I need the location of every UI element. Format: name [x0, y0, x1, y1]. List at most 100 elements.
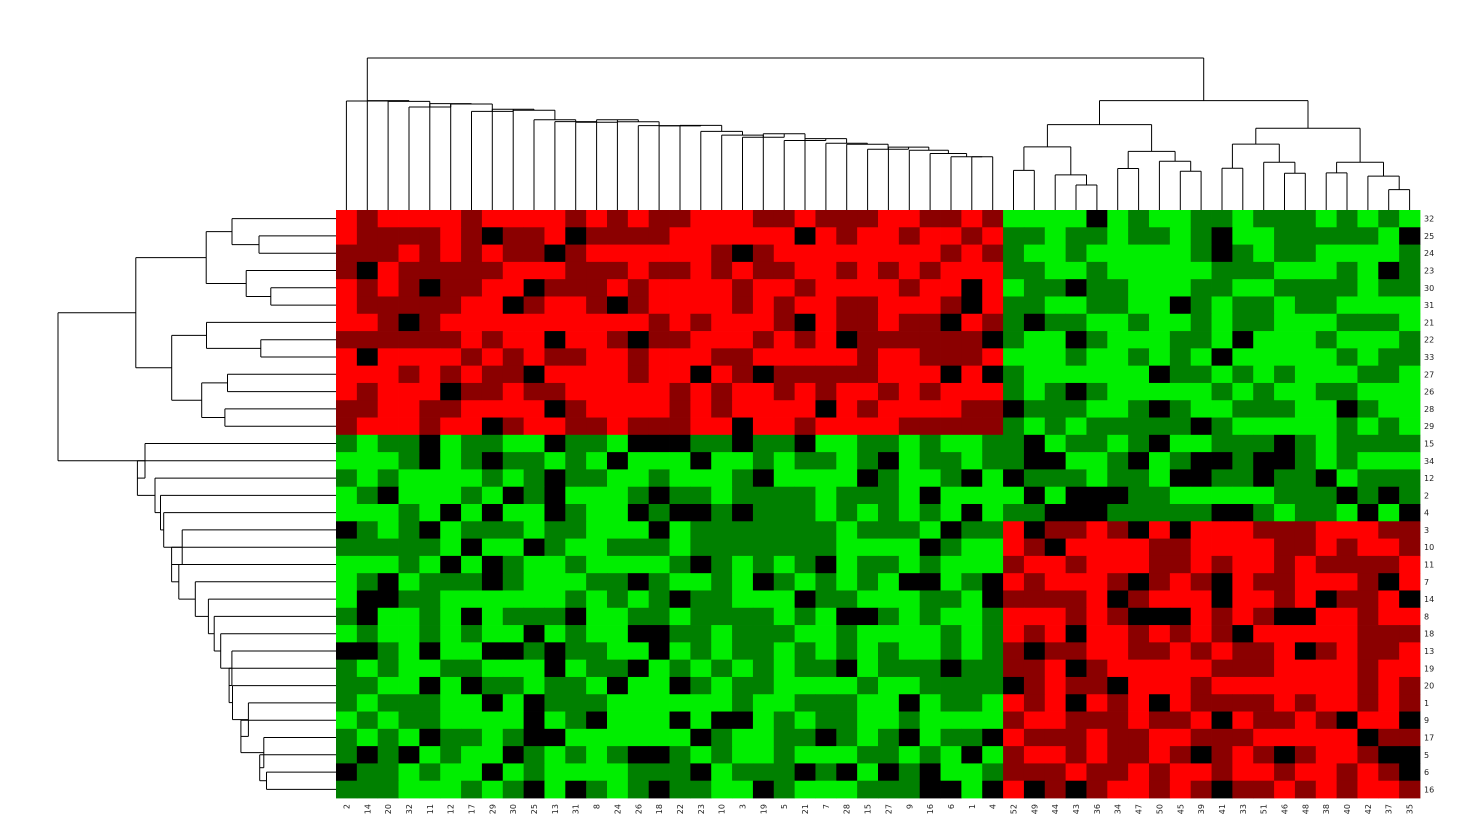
heatmap-cell [1149, 660, 1170, 678]
heatmap-cell [836, 452, 857, 470]
heatmap-cell [774, 227, 795, 245]
heatmap-cell [399, 452, 420, 470]
heatmap-cell [815, 677, 836, 695]
heatmap-cell [711, 279, 732, 297]
heatmap-cell [1086, 296, 1107, 314]
heatmap-cell [503, 504, 524, 522]
heatmap-cell [878, 383, 899, 401]
heatmap-cell [1170, 210, 1191, 228]
heatmap-cell [419, 452, 440, 470]
heatmap-cell [1191, 366, 1212, 384]
heatmap-cell [753, 418, 774, 436]
heatmap-cell [1274, 210, 1295, 228]
heatmap-cell [1086, 262, 1107, 280]
heatmap-cell [357, 331, 378, 349]
heatmap-cell [565, 279, 586, 297]
heatmap-cell [1295, 469, 1316, 487]
heatmap-cell [419, 573, 440, 591]
heatmap-cell [607, 400, 628, 418]
heatmap-cell [690, 729, 711, 747]
heatmap-cell [732, 608, 753, 626]
heatmap-cell [378, 400, 399, 418]
heatmap-cell [836, 573, 857, 591]
heatmap-cell [440, 469, 461, 487]
heatmap-cell [1337, 573, 1358, 591]
heatmap-cell [1024, 383, 1045, 401]
heatmap-cell [461, 746, 482, 764]
column-label: 23 [697, 804, 706, 814]
heatmap-cell [1191, 746, 1212, 764]
heatmap-cell [378, 314, 399, 332]
heatmap-cell [1191, 487, 1212, 505]
heatmap-cell [1045, 608, 1066, 626]
heatmap-cell [1253, 660, 1274, 678]
heatmap-cell [1274, 539, 1295, 557]
heatmap-cell [378, 556, 399, 574]
heatmap-cell [1274, 729, 1295, 747]
row-label: 31 [1424, 301, 1434, 310]
heatmap-cell [1378, 262, 1399, 280]
heatmap-cell [544, 487, 565, 505]
heatmap-cell [878, 504, 899, 522]
heatmap-cell [1316, 781, 1337, 799]
heatmap-cell [1170, 521, 1191, 539]
heatmap-cell [1316, 712, 1337, 730]
heatmap-cell [1212, 227, 1233, 245]
heatmap-cell [378, 262, 399, 280]
heatmap-cell [1399, 210, 1420, 228]
heatmap-cell [1357, 227, 1378, 245]
heatmap-cell [607, 366, 628, 384]
heatmap-cell [649, 712, 670, 730]
heatmap-cell [836, 504, 857, 522]
heatmap-cell [1086, 521, 1107, 539]
heatmap-cell [1316, 763, 1337, 781]
heatmap-cell [336, 521, 357, 539]
heatmap-cell [670, 348, 691, 366]
heatmap-cell [1295, 452, 1316, 470]
heatmap-cell [1107, 262, 1128, 280]
heatmap-cell [670, 383, 691, 401]
heatmap-cell [1003, 608, 1024, 626]
heatmap-cell [1316, 469, 1337, 487]
heatmap-cell [690, 642, 711, 660]
heatmap-cell [357, 400, 378, 418]
heatmap-cell [461, 712, 482, 730]
heatmap-cell [1003, 763, 1024, 781]
column-label: 15 [864, 804, 873, 814]
heatmap-cell [920, 694, 941, 712]
heatmap-cell [670, 539, 691, 557]
heatmap-cell [628, 694, 649, 712]
row-label: 12 [1424, 474, 1434, 483]
heatmap-cell [1337, 314, 1358, 332]
heatmap-cell [1357, 210, 1378, 228]
heatmap-cell [1191, 781, 1212, 799]
heatmap-cell [753, 642, 774, 660]
heatmap-cell [378, 348, 399, 366]
heatmap-cell [941, 677, 962, 695]
heatmap-cell [1149, 314, 1170, 332]
heatmap-cell [628, 435, 649, 453]
heatmap-cell [461, 694, 482, 712]
heatmap-cell [628, 521, 649, 539]
column-label: 22 [676, 804, 685, 814]
heatmap-cell [440, 383, 461, 401]
heatmap-cell [1149, 383, 1170, 401]
column-label: 19 [759, 804, 768, 814]
heatmap-cell [399, 504, 420, 522]
row-labels: 3225242330312122332726282915341224310117… [1424, 215, 1434, 795]
heatmap-cell [336, 642, 357, 660]
heatmap-cell [711, 469, 732, 487]
heatmap-cell [1086, 487, 1107, 505]
heatmap-cell [565, 539, 586, 557]
heatmap-cell [1399, 746, 1420, 764]
heatmap-cell [920, 712, 941, 730]
heatmap-cell [920, 469, 941, 487]
heatmap-cell [670, 504, 691, 522]
heatmap-cell [711, 642, 732, 660]
heatmap-cell [461, 435, 482, 453]
heatmap-cell [1045, 677, 1066, 695]
heatmap-cell [1170, 227, 1191, 245]
heatmap-cell [1274, 642, 1295, 660]
heatmap-cell [732, 366, 753, 384]
heatmap-cell [503, 348, 524, 366]
